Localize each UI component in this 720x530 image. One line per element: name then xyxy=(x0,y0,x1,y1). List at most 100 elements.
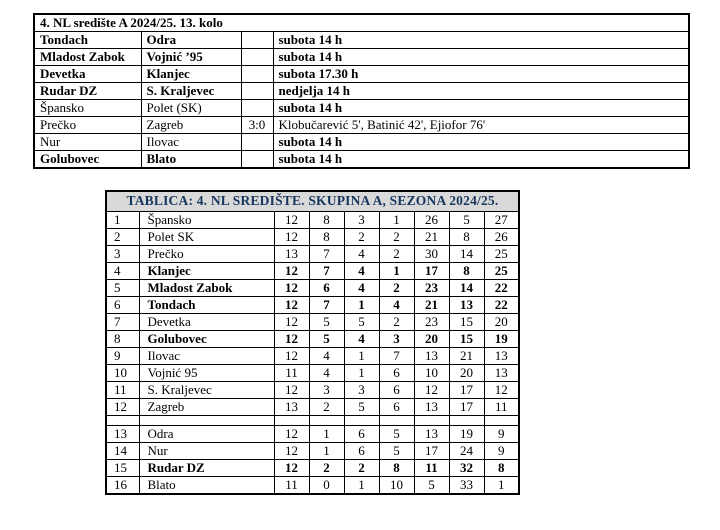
stat-cell: 10 xyxy=(378,476,415,495)
stat-cell: 2 xyxy=(343,228,380,246)
stat-cell: 8 xyxy=(448,262,485,280)
stat-cell: 25 xyxy=(483,262,520,280)
home-team-cell: Prečko xyxy=(33,116,142,134)
standings-row: 11 S. Kraljevec 12 3 3 6 12 17 12 xyxy=(105,381,520,399)
stat-cell: 17 xyxy=(413,262,450,280)
stat-cell: 11 xyxy=(273,476,310,495)
stat-cell: 5 xyxy=(448,211,485,229)
stat-cell: 8 xyxy=(308,211,345,229)
stat-cell: 1 xyxy=(308,442,345,460)
stat-cell: 2 xyxy=(308,459,345,477)
rank-cell: 2 xyxy=(105,228,140,246)
stat-cell: 1 xyxy=(343,347,380,365)
stat-cell: 12 xyxy=(273,425,310,443)
stat-cell: 6 xyxy=(378,398,415,416)
stat-cell: 11 xyxy=(273,364,310,382)
stat-cell: 32 xyxy=(448,459,485,477)
score-cell xyxy=(240,65,274,83)
stat-cell: 23 xyxy=(413,313,450,331)
stat-cell: 1 xyxy=(378,262,415,280)
stat-cell: 6 xyxy=(343,442,380,460)
home-team-cell: Nur xyxy=(33,133,142,151)
stat-cell: 6 xyxy=(378,381,415,399)
stat-cell: 6 xyxy=(343,425,380,443)
stat-cell: 3 xyxy=(378,330,415,348)
fixture-row: Golubovec Blato subota 14 h xyxy=(33,150,690,169)
stat-cell: 13 xyxy=(483,347,520,365)
stat-cell: 4 xyxy=(343,279,380,297)
fixture-row: Devetka Klanjec subota 17.30 h xyxy=(33,65,690,83)
stat-cell: 27 xyxy=(483,211,520,229)
stat-cell: 1 xyxy=(343,296,380,314)
stat-cell: 12 xyxy=(273,330,310,348)
home-team-cell: Devetka xyxy=(33,65,142,83)
stat-cell: 26 xyxy=(483,228,520,246)
spacer-cell xyxy=(448,415,485,426)
team-name-cell: Nur xyxy=(138,442,275,460)
rank-cell: 4 xyxy=(105,262,140,280)
spacer-cell xyxy=(343,415,380,426)
stat-cell: 7 xyxy=(308,245,345,263)
standings-row: 5 Mladost Zabok 12 6 4 2 23 14 22 xyxy=(105,279,520,297)
stat-cell: 8 xyxy=(448,228,485,246)
info-cell: subota 14 h xyxy=(272,48,690,66)
stat-cell: 2 xyxy=(378,279,415,297)
away-team-cell: Odra xyxy=(140,31,242,49)
stat-cell: 5 xyxy=(378,442,415,460)
stat-cell: 4 xyxy=(378,296,415,314)
stat-cell: 15 xyxy=(448,313,485,331)
info-cell: nedjelja 14 h xyxy=(272,82,690,100)
stat-cell: 30 xyxy=(413,245,450,263)
away-team-cell: Klanjec xyxy=(140,65,242,83)
standings-row: 14 Nur 12 1 6 5 17 24 9 xyxy=(105,442,520,460)
stat-cell: 4 xyxy=(308,364,345,382)
info-cell: subota 14 h xyxy=(272,31,690,49)
stat-cell: 1 xyxy=(343,364,380,382)
team-name-cell: Vojnić 95 xyxy=(138,364,275,382)
stat-cell: 20 xyxy=(448,364,485,382)
away-team-cell: Zagreb xyxy=(140,116,242,134)
stat-cell: 1 xyxy=(343,476,380,495)
standings-title-row: TABLICA: 4. NL SREDIŠTE. SKUPINA A, SEZO… xyxy=(105,190,520,212)
stat-cell: 20 xyxy=(413,330,450,348)
stat-cell: 33 xyxy=(448,476,485,495)
team-name-cell: Prečko xyxy=(138,245,275,263)
standings-row: 3 Prečko 13 7 4 2 30 14 25 xyxy=(105,245,520,263)
standings-row: 16 Blato 11 0 1 10 5 33 1 xyxy=(105,476,520,495)
spacer-cell xyxy=(413,415,450,426)
rank-cell: 3 xyxy=(105,245,140,263)
spacer-row xyxy=(105,415,520,426)
team-name-cell: Mladost Zabok xyxy=(138,279,275,297)
standings-row: 8 Golubovec 12 5 4 3 20 15 19 xyxy=(105,330,520,348)
stat-cell: 3 xyxy=(343,211,380,229)
stat-cell: 13 xyxy=(483,364,520,382)
stat-cell: 2 xyxy=(378,245,415,263)
team-name-cell: Devetka xyxy=(138,313,275,331)
stat-cell: 1 xyxy=(308,425,345,443)
stat-cell: 17 xyxy=(448,398,485,416)
rank-cell: 8 xyxy=(105,330,140,348)
stat-cell: 21 xyxy=(448,347,485,365)
stat-cell: 12 xyxy=(273,211,310,229)
rank-cell: 12 xyxy=(105,398,140,416)
stat-cell: 7 xyxy=(378,347,415,365)
team-name-cell: Klanjec xyxy=(138,262,275,280)
info-cell: subota 14 h xyxy=(272,150,690,169)
home-team-cell: Tondach xyxy=(33,31,142,49)
fixture-row: Tondach Odra subota 14 h xyxy=(33,31,690,49)
team-name-cell: Tondach xyxy=(138,296,275,314)
stat-cell: 21 xyxy=(413,228,450,246)
stat-cell: 12 xyxy=(273,262,310,280)
stat-cell: 11 xyxy=(413,459,450,477)
stat-cell: 5 xyxy=(413,476,450,495)
stat-cell: 13 xyxy=(413,425,450,443)
team-name-cell: Polet SK xyxy=(138,228,275,246)
rank-cell: 9 xyxy=(105,347,140,365)
away-team-cell: Blato xyxy=(140,150,242,169)
team-name-cell: Rudar DZ xyxy=(138,459,275,477)
rank-cell: 14 xyxy=(105,442,140,460)
fixture-row: Mladost Zabok Vojnić ’95 subota 14 h xyxy=(33,48,690,66)
fixture-row: Špansko Polet (SK) subota 14 h xyxy=(33,99,690,117)
standings-row: 13 Odra 12 1 6 5 13 19 9 xyxy=(105,425,520,443)
